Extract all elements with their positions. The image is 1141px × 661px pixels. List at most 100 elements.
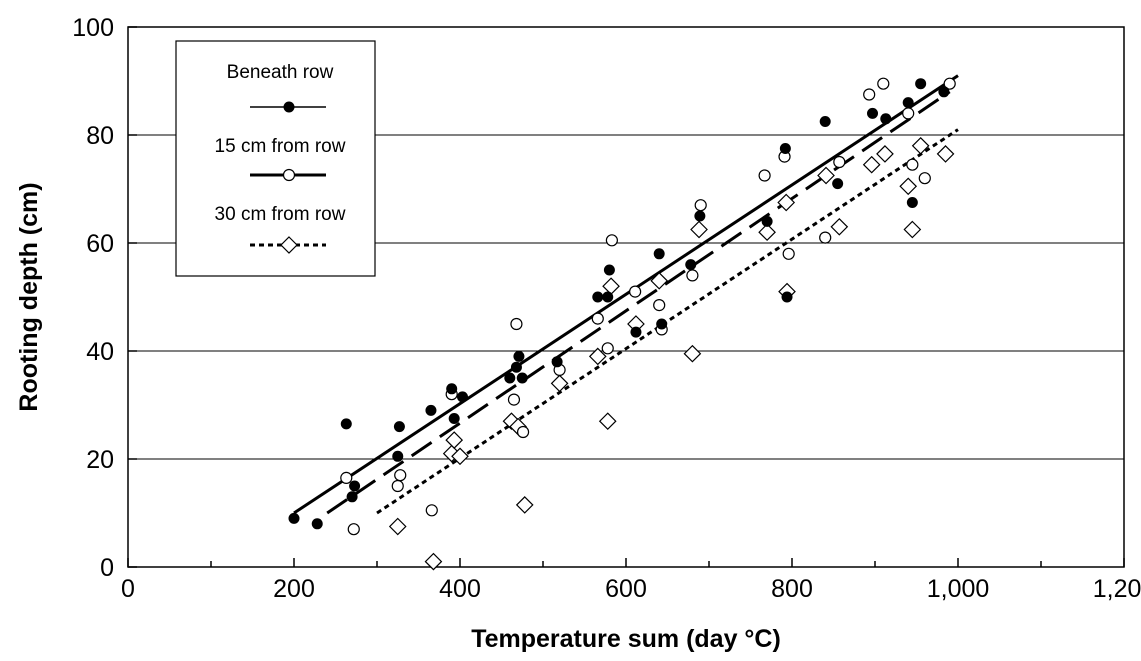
trend-lines	[293, 74, 959, 515]
legend: Beneath row 15 cm from row 30 cm from row	[175, 40, 376, 277]
data-point	[591, 312, 604, 325]
x-axis-title: Temperature sum (day °C)	[471, 625, 781, 653]
data-point	[516, 372, 528, 384]
data-point	[507, 393, 521, 406]
data-point	[347, 523, 360, 536]
data-point	[513, 350, 525, 362]
series-points-1	[288, 78, 950, 530]
legend-marker-3	[280, 236, 298, 254]
data-point	[393, 421, 405, 433]
data-point	[903, 220, 922, 239]
data-point	[685, 259, 697, 271]
data-point	[602, 277, 620, 296]
data-point	[867, 107, 879, 119]
data-point	[819, 116, 831, 127]
data-point	[761, 215, 773, 227]
data-point	[880, 113, 892, 125]
trend-line-1	[326, 90, 951, 515]
data-point	[630, 326, 642, 338]
data-point	[777, 193, 796, 212]
x-tick-label: 1,000	[927, 575, 990, 603]
y-tick-label: 80	[86, 122, 114, 150]
data-point	[598, 412, 617, 431]
data-point	[902, 97, 914, 109]
data-point	[456, 391, 468, 403]
data-point	[448, 413, 460, 424]
data-point	[445, 431, 464, 449]
data-point	[906, 197, 918, 208]
y-tick-label: 60	[86, 230, 114, 258]
data-point	[819, 231, 832, 244]
trend-line-2	[293, 74, 959, 515]
data-point	[425, 404, 437, 416]
data-point	[504, 372, 516, 384]
data-point	[346, 491, 358, 503]
data-point	[391, 479, 404, 493]
legend-label-2: 15 cm from row	[215, 136, 346, 157]
legend-box	[175, 40, 376, 277]
y-axis-title: Rooting depth (cm)	[15, 182, 43, 411]
series-points-2	[340, 77, 956, 536]
data-point	[349, 480, 361, 492]
data-point	[656, 318, 668, 330]
data-point	[653, 248, 665, 260]
data-point	[551, 356, 563, 368]
data-point	[918, 172, 931, 185]
data-point	[592, 291, 604, 303]
series-points-3	[388, 136, 955, 571]
data-point	[936, 145, 955, 163]
data-point	[906, 158, 919, 171]
y-axis-ticks: 0 20 40 60 80 100	[72, 14, 137, 582]
data-point	[502, 412, 521, 431]
data-point	[758, 223, 776, 242]
y-tick-label: 0	[100, 554, 114, 582]
data-point	[938, 86, 950, 98]
data-point	[603, 264, 615, 276]
data-point	[832, 178, 844, 190]
x-tick-label: 200	[273, 575, 315, 603]
data-point	[550, 374, 569, 393]
data-point	[515, 496, 534, 514]
legend-label-1: Beneath row	[227, 62, 334, 83]
y-tick-label: 40	[86, 338, 114, 366]
x-tick-label: 400	[439, 575, 481, 603]
data-point	[288, 512, 300, 524]
data-point	[862, 155, 881, 174]
legend-label-3: 30 cm from row	[215, 204, 346, 225]
data-point	[311, 518, 323, 530]
data-points	[288, 77, 956, 571]
data-point	[876, 145, 894, 163]
data-point	[451, 447, 469, 466]
data-point	[340, 418, 352, 430]
data-point	[782, 247, 795, 260]
data-point	[683, 344, 702, 363]
data-point	[392, 450, 404, 462]
y-tick-label: 20	[86, 446, 114, 474]
data-point	[694, 199, 707, 212]
y-tick-label: 100	[72, 14, 114, 42]
data-point	[424, 552, 443, 571]
data-point	[340, 471, 353, 484]
data-point	[605, 234, 618, 247]
data-point	[510, 317, 523, 331]
data-point	[653, 299, 666, 312]
data-point	[899, 177, 918, 196]
data-point	[588, 347, 607, 366]
data-point	[911, 136, 930, 155]
legend-marker-2	[282, 168, 296, 182]
data-point	[758, 169, 771, 182]
data-point	[516, 425, 530, 439]
data-point	[877, 77, 890, 90]
data-point	[425, 504, 438, 517]
data-point	[781, 291, 793, 303]
data-point	[690, 220, 708, 239]
data-point	[650, 271, 669, 290]
data-point	[694, 210, 706, 222]
x-tick-label: 800	[771, 575, 813, 603]
legend-marker-1	[283, 101, 295, 113]
x-tick-label: 600	[605, 575, 647, 603]
data-point	[388, 517, 407, 536]
data-point	[601, 342, 614, 355]
x-tick-label: 0	[121, 575, 135, 603]
